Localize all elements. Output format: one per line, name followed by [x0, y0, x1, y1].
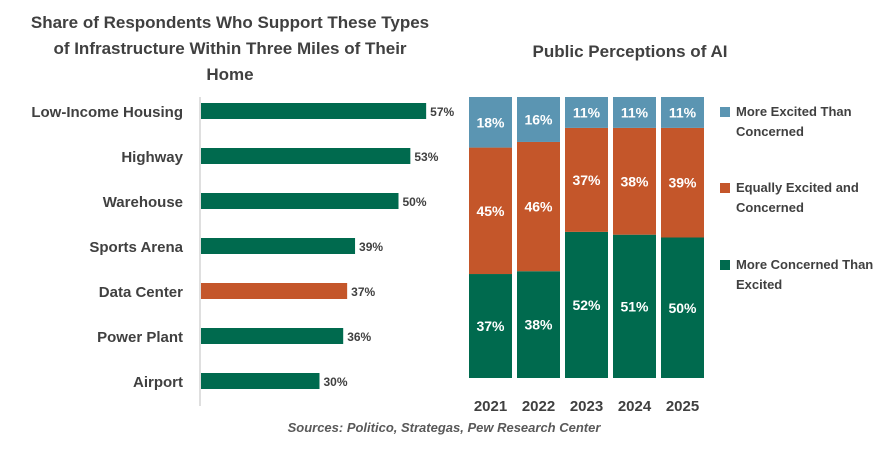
stacked-segment: [469, 274, 512, 378]
bar: [201, 328, 344, 344]
segment-label: 39%: [668, 175, 697, 191]
segment-label: 11%: [573, 104, 601, 120]
segment-label: 38%: [620, 173, 649, 189]
category-label: Airport: [133, 374, 183, 391]
segment-label: 37%: [572, 172, 601, 188]
stacked-segment: [613, 97, 656, 128]
infrastructure-support-chart: Low-Income Housing 57% Highway 53% Warehouse…: [31, 97, 454, 406]
stacked-segment: [517, 97, 560, 142]
data-label: 39%: [359, 240, 383, 254]
category-label: Warehouse: [103, 194, 183, 211]
stacked-segment: [613, 234, 656, 378]
stacked-segment: [565, 97, 608, 128]
segment-label: 46%: [524, 199, 553, 215]
category-label: Power Plant: [97, 329, 183, 346]
right-chart-title: Public Perceptions of AI: [532, 42, 728, 61]
left-chart-title: Share of Respondents Who Support These T…: [30, 13, 430, 84]
year-label: 2021: [474, 398, 507, 415]
stacked-segment: [661, 237, 704, 378]
bar: [201, 103, 427, 119]
source-note: Sources: Politico, Strategas, Pew Resear…: [287, 420, 601, 435]
segment-label: 52%: [572, 297, 601, 313]
legend-label: More Excited Than Concerned: [736, 104, 852, 139]
year-label: 2025: [666, 398, 699, 415]
bar: [201, 148, 411, 164]
category-label: Low-Income Housing: [31, 104, 183, 121]
legend-swatch: [720, 183, 730, 193]
stacked-segment: [565, 231, 608, 378]
data-label: 50%: [403, 195, 427, 209]
category-label: Highway: [121, 149, 183, 166]
bar: [201, 373, 320, 389]
legend-swatch: [720, 107, 730, 117]
segment-label: 11%: [669, 104, 697, 120]
segment-label: 11%: [621, 104, 649, 120]
legend-label: More Concerned Than Excited: [736, 257, 874, 292]
stacked-segment: [469, 97, 512, 148]
segment-label: 45%: [476, 203, 505, 219]
category-label: Data Center: [99, 284, 183, 301]
legend-swatch: [720, 260, 730, 270]
bar: [201, 193, 399, 209]
stacked-segment: [661, 127, 704, 238]
year-label: 2022: [522, 398, 555, 415]
stacked-segment: [517, 271, 560, 378]
data-label: 57%: [430, 105, 454, 119]
segment-label: 50%: [668, 300, 697, 316]
bar: [201, 283, 348, 299]
segment-label: 51%: [620, 298, 649, 314]
category-label: Sports Arena: [89, 239, 183, 256]
stacked-segment: [613, 127, 656, 235]
data-label: 30%: [324, 375, 348, 389]
data-label: 36%: [347, 330, 371, 344]
stacked-segment: [661, 97, 704, 128]
data-label: 37%: [351, 285, 375, 299]
segment-label: 38%: [524, 317, 553, 333]
bar: [201, 238, 356, 254]
segment-label: 37%: [476, 318, 505, 334]
year-label: 2023: [570, 398, 603, 415]
ai-perceptions-chart: 37% 45% 18% 2021 38% 46% 16% 2022 52% 37% 11% 2023 5…: [469, 97, 704, 415]
segment-label: 18%: [476, 114, 505, 130]
stacked-segment: [565, 127, 608, 232]
stacked-segment: [517, 141, 560, 272]
year-label: 2024: [618, 398, 652, 415]
stacked-segment: [469, 147, 512, 275]
segment-label: 16%: [524, 111, 553, 127]
legend-label: Equally Excited and Concerned: [736, 180, 859, 215]
data-label: 53%: [414, 150, 438, 164]
